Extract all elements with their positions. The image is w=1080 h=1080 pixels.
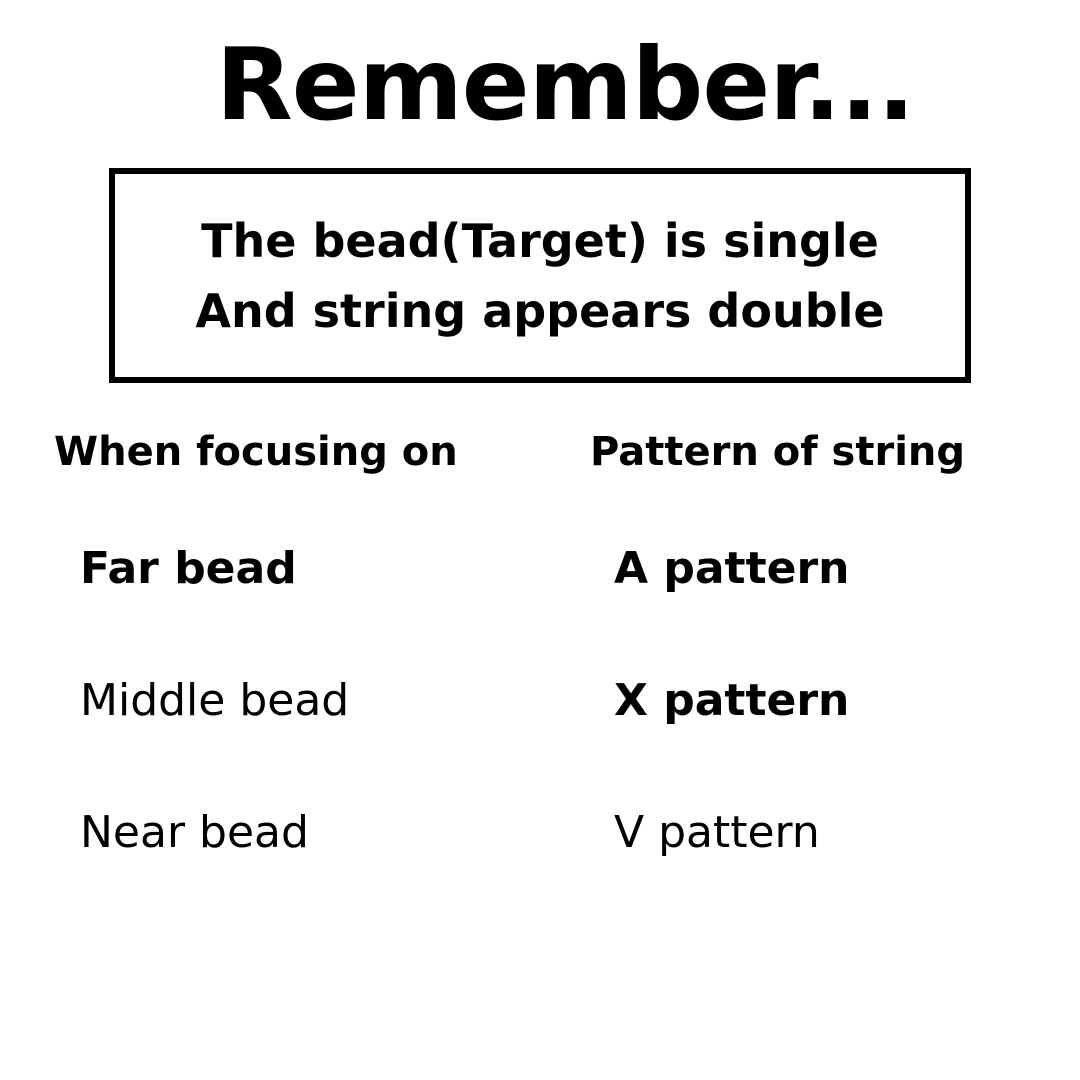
column-header-focus: When focusing on bbox=[54, 429, 458, 475]
row-focus-far: Far bead bbox=[80, 543, 297, 594]
row-focus-middle: Middle bead bbox=[80, 675, 350, 726]
row-pattern-x: X pattern bbox=[614, 675, 850, 726]
page-title: Remember... bbox=[215, 26, 915, 143]
row-focus-near: Near bead bbox=[80, 807, 309, 858]
note-line-1: The bead(Target) is single bbox=[201, 213, 879, 268]
row-pattern-a: A pattern bbox=[614, 543, 850, 594]
note-line-2: And string appears double bbox=[195, 283, 885, 338]
column-header-pattern: Pattern of string bbox=[590, 429, 966, 475]
row-pattern-v: V pattern bbox=[614, 807, 820, 858]
note-box: The bead(Target) is single And string ap… bbox=[109, 168, 971, 383]
